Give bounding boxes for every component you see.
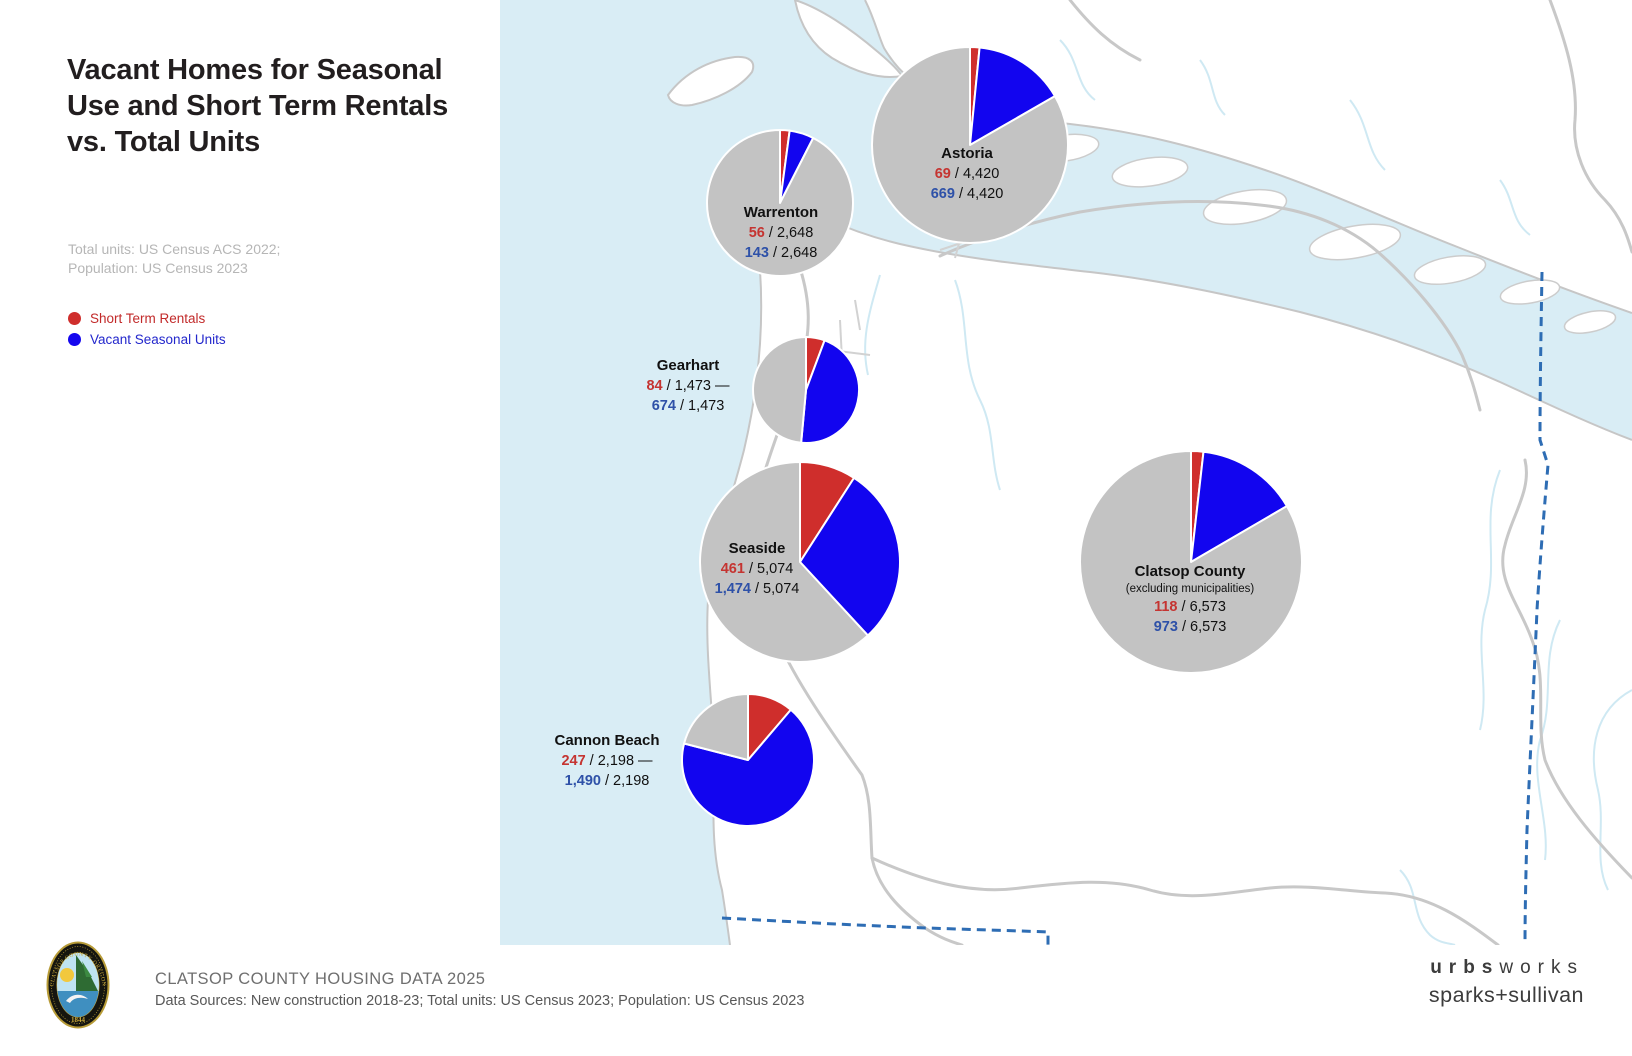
sand-spit [666,55,755,107]
pie-gearhart [752,336,860,444]
seal-sun [60,968,74,982]
slice-vacant-seasonal [799,476,901,637]
seal-year: 1844 [71,1016,86,1024]
source-note: Total units: US Census ACS 2022; Populat… [68,240,280,278]
county-boundary-east [1523,271,1550,945]
title-line-1: Vacant Homes for Seasonal [67,54,443,86]
urbsworks-logo: urbsworks [1429,957,1584,979]
streams [864,39,1632,945]
county-seal: CLATSOP COUNTY OREGON 1844 [46,941,110,1029]
sparks-sullivan-logo: sparks+sullivan [1428,983,1584,1007]
slice-vacant-seasonal [681,708,815,827]
slice-remainder [683,693,749,761]
road-wa-top [1068,0,1142,62]
legend-item-0: Short Term Rentals [68,308,226,329]
pie-label-value-line: 674 / 1,473 [651,398,725,414]
page-title: Vacant Homes for Seasonal Use and Short … [67,52,448,160]
pie-label-name: Astoria [941,145,993,162]
pie-label-value-line: 143 / 2,648 [744,245,818,261]
wa-shoreline [864,0,1632,314]
urbsworks-bold: urbs [1430,957,1500,978]
source-note-line-2: Population: US Census 2023 [68,260,248,276]
county-boundary [721,271,1550,945]
slice-vacant-seasonal [800,339,860,444]
legend-dot-icon [68,312,81,325]
pie-label-gearhart: Gearhart 84 / 1,473 — 674 / 1,473 [646,356,729,416]
label-leader-dash: — [710,378,730,394]
pie-label-name: Seaside [728,540,786,557]
roads [749,0,1632,945]
legend: Short Term Rentals Vacant Seasonal Units [68,308,226,350]
legend-item-1: Vacant Seasonal Units [68,329,226,350]
pie-label-warrenton: Warrenton 56 / 2,648 143 / 2,648 [744,203,818,263]
pie-label-value-line: 69 / 4,420 [934,166,1000,182]
pie-label-name: Gearhart [656,357,720,374]
pie-label-value-line: 1,490 / 2,198 [564,773,650,789]
pie-warrenton [706,129,854,277]
pie-label-name: Warrenton [743,204,819,221]
slice-remainder [1079,450,1303,674]
source-note-line-1: Total units: US Census ACS 2022; [68,241,281,257]
base-map [500,0,1632,945]
slice-remainder [706,129,854,277]
road-hwy26 [870,856,1500,945]
road-wa-right [1548,0,1632,254]
pie-label-clatsop-county: Clatsop County (excluding municipalities)… [1126,562,1254,637]
pie-label-astoria: Astoria 69 / 4,420 669 / 4,420 [931,144,1004,204]
slice-vacant-seasonal [969,46,1056,146]
pie-label-subtitle: (excluding municipalities) [1125,583,1255,595]
slice-remainder [752,336,807,444]
pie-clatsop-county [1079,450,1303,674]
road-us30 [938,199,1482,412]
pie-label-value-line: 84 / 1,473 — [646,378,730,394]
legend-label: Short Term Rentals [90,311,206,326]
pie-seaside [699,461,901,663]
pie-label-value-line: 669 / 4,420 [930,186,1004,202]
pie-label-value-line: 461 / 5,074 [720,561,794,577]
slice-vacant-seasonal [1190,450,1288,563]
branding: urbsworks sparks+sullivan [1429,957,1584,1008]
label-leader-dash: — [634,753,653,769]
footer-sources: Data Sources: New construction 2018-23; … [155,993,805,1009]
river-islands [961,99,1617,334]
footer-heading: CLATSOP COUNTY HOUSING DATA 2025 [155,970,486,988]
pie-label-name: Clatsop County [1134,563,1246,580]
legend-label: Vacant Seasonal Units [90,332,226,347]
pie-label-value-line: 56 / 2,648 [748,225,814,241]
pie-label-value-line: 247 / 2,198 — [561,753,653,769]
pie-label-name: Cannon Beach [554,732,660,749]
legend-dot-icon [68,333,81,346]
slice-remainder [871,46,1069,244]
county-boundary-south [721,916,1050,945]
title-line-2: Use and Short Term Rentals [67,90,449,122]
slice-remainder [699,461,869,663]
pie-cannon-beach [681,693,815,827]
pie-astoria [871,46,1069,244]
pie-label-seaside: Seaside 461 / 5,074 1,474 / 5,074 [715,539,800,599]
pie-label-value-line: 118 / 6,573 [1154,599,1226,615]
pie-label-value-line: 973 / 6,573 [1153,619,1227,635]
pie-label-value-line: 1,474 / 5,074 [714,581,800,597]
pie-label-cannon-beach: Cannon Beach 247 / 2,198 — 1,490 / 2,198 [554,731,659,791]
urbsworks-light: works [1499,957,1584,978]
seal-fish [66,994,88,1003]
title-line-3: vs. Total Units [67,126,261,158]
